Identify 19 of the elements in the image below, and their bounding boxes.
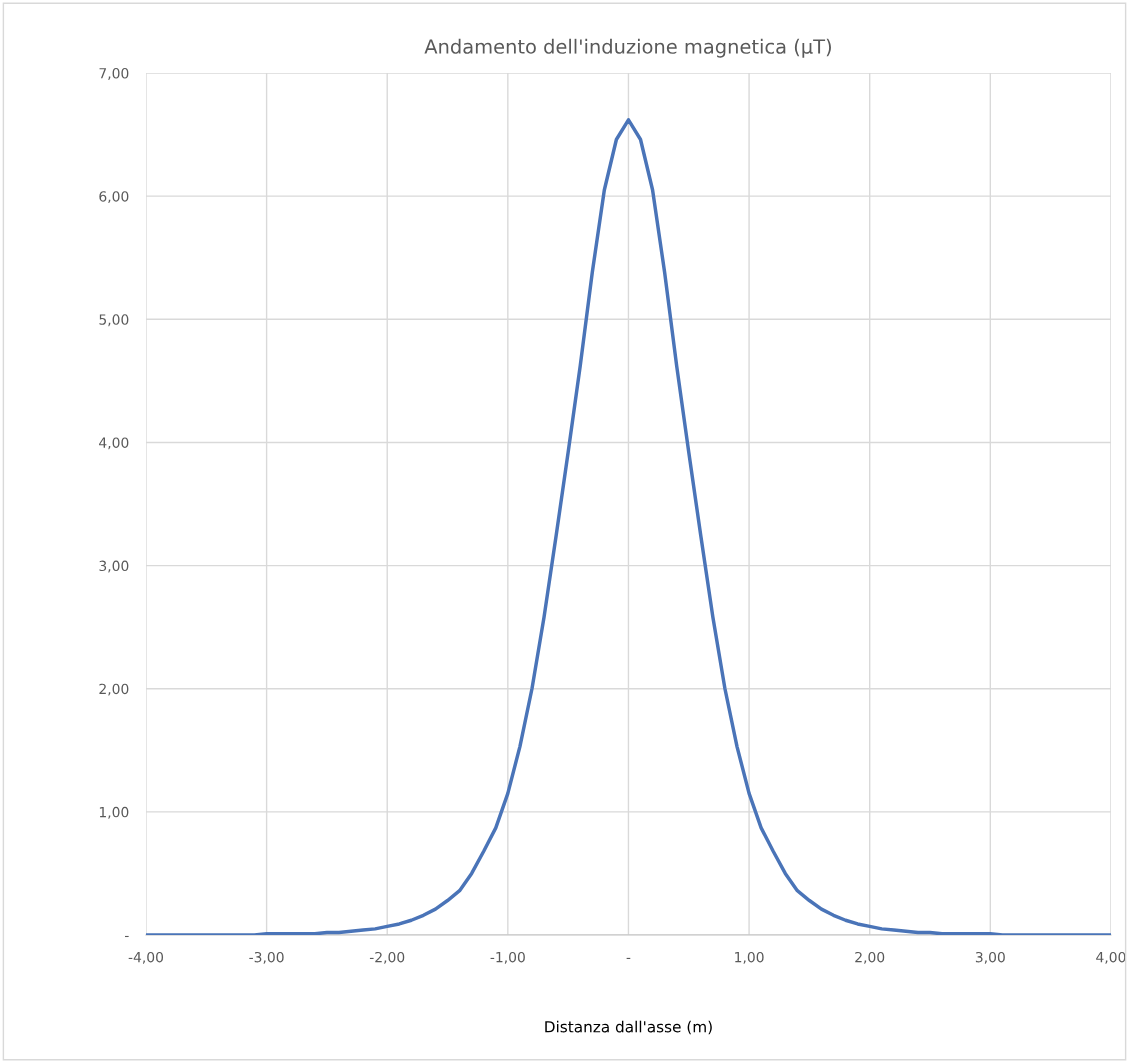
x-tick-label: -3,00 <box>249 951 284 964</box>
x-tick-label: -2,00 <box>369 951 405 964</box>
y-tick-label: 5,00 <box>99 314 129 327</box>
chart-title: Andamento dell'induzione magnetica (µT) <box>424 38 831 58</box>
x-tick-label: - <box>626 957 631 959</box>
y-tick-label: 3,00 <box>99 560 129 573</box>
x-tick-label: 4,00 <box>1096 951 1126 964</box>
y-tick-label: 7,00 <box>99 68 129 80</box>
y-tick-label: - <box>124 935 129 938</box>
y-tick-label: 6,00 <box>99 191 129 204</box>
y-tick-label: 4,00 <box>99 437 129 450</box>
y-tick-label: 1,00 <box>99 806 129 819</box>
x-tick-label: -4,00 <box>128 951 164 964</box>
x-tick-label: -1,00 <box>490 951 525 964</box>
x-axis-title: Distanza dall'asse (m) <box>545 1020 712 1035</box>
x-tick-label: 2,00 <box>855 951 885 964</box>
x-tick-label: 3,00 <box>975 951 1005 964</box>
y-tick-label: 2,00 <box>99 683 129 696</box>
x-tick-label: 1,00 <box>735 951 764 964</box>
